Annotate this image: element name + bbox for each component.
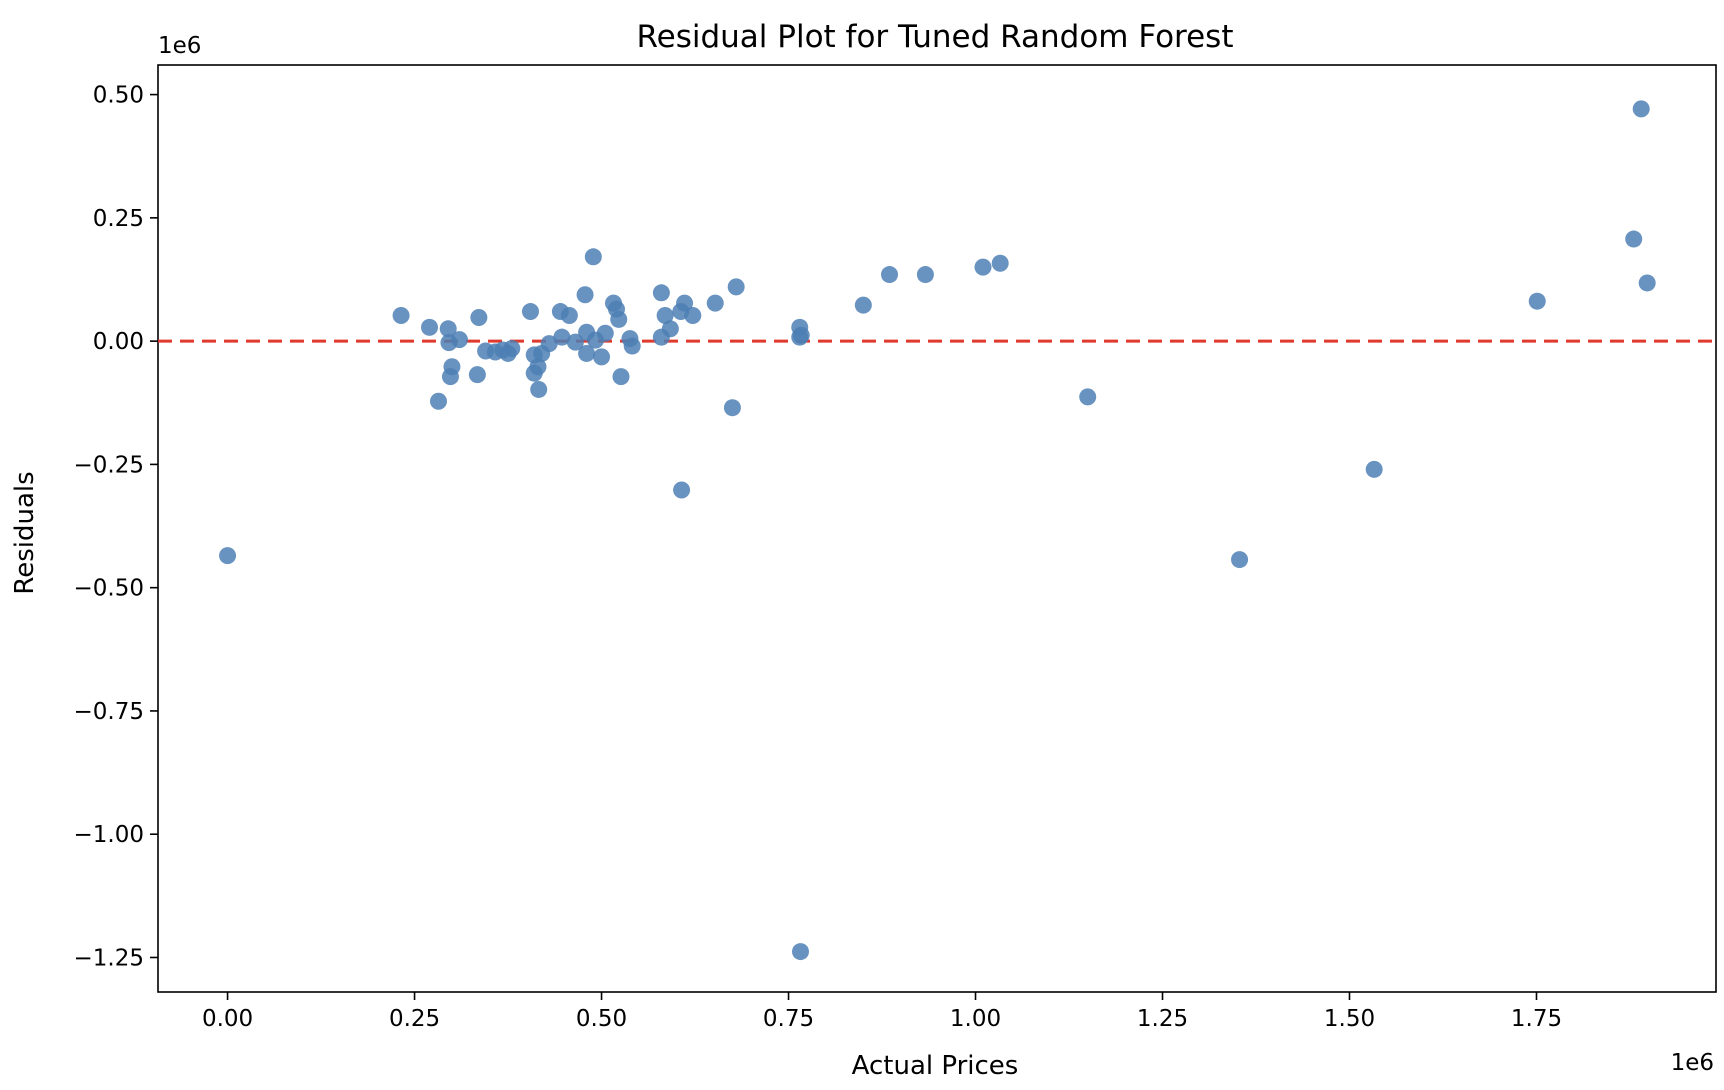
data-point <box>1231 551 1249 569</box>
data-point <box>219 547 237 565</box>
data-point <box>706 294 724 312</box>
data-point <box>1638 274 1656 292</box>
data-point <box>612 368 630 386</box>
data-point <box>584 248 602 266</box>
x-tick-label: 0.00 <box>202 1006 253 1032</box>
plot-frame <box>157 64 1717 993</box>
data-point <box>392 306 410 324</box>
data-point <box>450 331 468 349</box>
data-point <box>421 318 439 336</box>
x-axis-ticks: 0.00 0.25 0.50 0.75 1.00 1.25 1.50 1.75 <box>202 992 1562 1032</box>
data-point <box>503 340 521 358</box>
y-tick-label: −0.50 <box>74 576 144 602</box>
y-axis-label: Residuals <box>10 471 40 594</box>
data-point <box>792 326 810 344</box>
x-tick-label: 1.25 <box>1137 1006 1188 1032</box>
x-tick-label: 1.75 <box>1511 1006 1562 1032</box>
x-tick-label: 1.50 <box>1324 1006 1375 1032</box>
data-point <box>540 335 558 353</box>
y-axis-ticks: 0.50 0.25 0.00 −0.25 −0.50 −0.75 −1.00 −1.25 <box>74 83 158 971</box>
y-tick-label: 0.00 <box>93 329 144 355</box>
data-point <box>593 348 611 366</box>
data-point <box>439 320 457 338</box>
data-point <box>576 286 594 304</box>
y-tick-label: −1.00 <box>74 822 144 848</box>
data-point <box>1625 230 1643 248</box>
y-tick-label: −1.25 <box>74 945 144 971</box>
data-point <box>623 337 641 355</box>
data-point <box>723 399 741 417</box>
data-point <box>470 308 488 326</box>
data-point <box>676 294 694 312</box>
y-tick-label: 0.50 <box>93 83 144 109</box>
y-axis-offset-label: 1e6 <box>158 33 201 59</box>
data-points <box>219 100 1656 961</box>
x-tick-label: 0.50 <box>576 1006 627 1032</box>
x-tick-label: 0.75 <box>763 1006 814 1032</box>
data-point <box>673 481 691 499</box>
x-axis-offset-label: 1e6 <box>1671 1050 1714 1076</box>
data-point <box>560 306 578 324</box>
plot-area: 0.00 0.25 0.50 0.75 1.00 1.25 1.50 1.75 0.50 0.2… <box>74 64 1717 1032</box>
data-point <box>991 254 1009 272</box>
data-point <box>529 358 547 376</box>
data-point <box>1365 460 1383 478</box>
data-point <box>881 266 899 284</box>
data-point <box>652 284 670 302</box>
data-point <box>530 380 548 398</box>
x-tick-label: 1.00 <box>950 1006 1001 1032</box>
data-point <box>974 258 992 276</box>
data-point <box>578 344 596 362</box>
x-axis-label: Actual Prices <box>852 1051 1019 1081</box>
y-tick-label: 0.25 <box>93 206 144 232</box>
data-point <box>916 266 934 284</box>
y-tick-label: −0.25 <box>74 452 144 478</box>
data-point <box>1632 100 1650 118</box>
data-point <box>684 306 702 324</box>
data-point <box>656 306 674 324</box>
data-point <box>468 366 486 384</box>
data-point <box>791 943 809 961</box>
data-point <box>661 320 679 338</box>
data-point <box>1079 388 1097 406</box>
data-point <box>521 303 539 321</box>
x-tick-label: 0.25 <box>389 1006 440 1032</box>
data-point <box>1528 292 1546 310</box>
data-point <box>429 392 447 410</box>
data-point <box>610 310 628 328</box>
data-point <box>596 324 614 342</box>
y-tick-label: −0.75 <box>74 699 144 725</box>
data-point <box>727 278 745 296</box>
data-point <box>566 333 584 351</box>
chart-title: Residual Plot for Tuned Random Forest <box>637 19 1234 55</box>
data-point <box>553 328 571 346</box>
data-point <box>854 296 872 314</box>
data-point <box>443 358 461 376</box>
